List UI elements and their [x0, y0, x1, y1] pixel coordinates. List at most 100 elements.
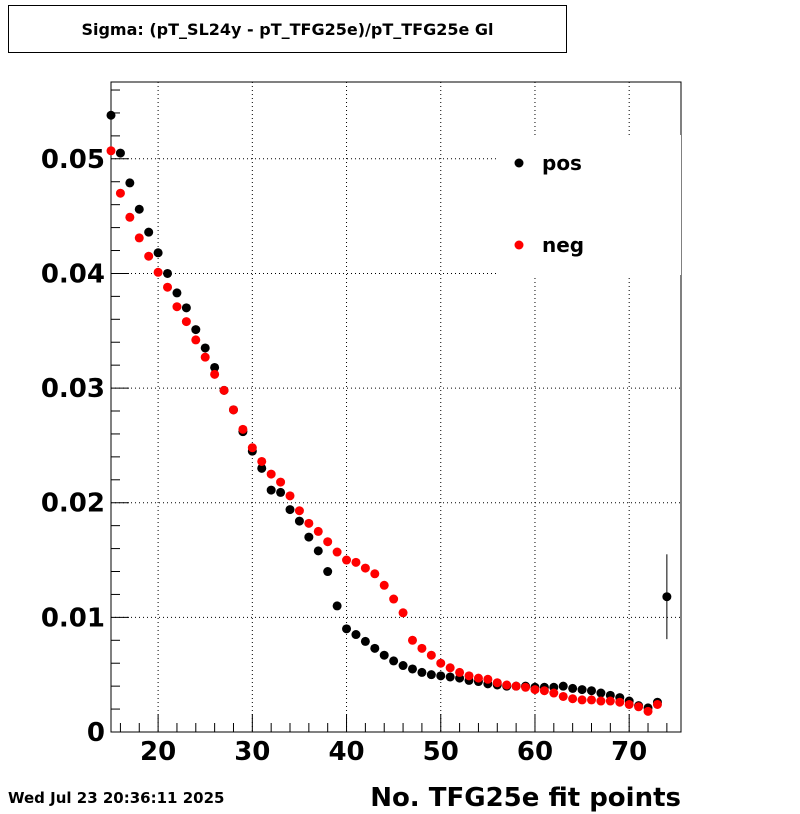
pos-point — [568, 683, 578, 693]
pos-point — [144, 227, 154, 237]
x-tick-label: 20 — [140, 737, 176, 767]
neg-point — [568, 694, 578, 704]
pos-point — [351, 630, 361, 640]
pos-point — [294, 516, 304, 526]
neg-point — [144, 251, 154, 261]
neg-point — [360, 563, 370, 573]
x-tick-label: 40 — [328, 737, 364, 767]
x-tick-label: 30 — [234, 737, 270, 767]
neg-point — [407, 635, 417, 645]
y-tick-label: 0.04 — [41, 259, 105, 289]
pos-point — [134, 204, 144, 214]
neg-point — [210, 369, 220, 379]
neg-point — [351, 557, 361, 567]
neg-point — [596, 696, 606, 706]
neg-point — [511, 681, 521, 691]
pos-point — [115, 148, 125, 158]
pos-point — [266, 485, 276, 495]
y-tick-label: 0.05 — [41, 145, 105, 175]
neg-point — [181, 317, 191, 327]
pos-point — [662, 592, 672, 602]
y-tick-label: 0.03 — [41, 374, 105, 404]
legend-marker — [514, 240, 524, 250]
pos-point — [172, 288, 182, 298]
neg-point — [615, 697, 625, 707]
pos-point — [125, 178, 135, 188]
pos-point — [153, 248, 163, 258]
neg-point — [247, 443, 257, 453]
neg-point — [219, 385, 229, 395]
neg-point — [370, 569, 380, 579]
neg-point — [323, 537, 333, 547]
neg-point — [539, 686, 549, 696]
pos-point — [407, 664, 417, 674]
neg-point — [228, 405, 238, 415]
legend-box — [497, 135, 681, 275]
neg-point — [379, 580, 389, 590]
chart-title: Sigma: (pT_SL24y - pT_TFG25e)/pT_TFG25e … — [8, 5, 567, 53]
pos-point — [304, 532, 314, 542]
pos-point — [106, 110, 116, 120]
pos-point — [577, 685, 587, 695]
neg-point — [238, 424, 248, 434]
pos-point — [191, 325, 201, 335]
neg-point — [172, 302, 182, 312]
pos-point — [379, 650, 389, 660]
pos-point — [370, 643, 380, 653]
neg-point — [276, 477, 286, 487]
neg-point — [342, 555, 352, 565]
pos-point — [596, 688, 606, 698]
neg-point — [200, 352, 210, 362]
neg-point — [521, 682, 531, 692]
neg-point — [492, 678, 502, 688]
neg-point — [445, 663, 455, 673]
pos-point — [398, 661, 408, 671]
pos-point — [276, 487, 286, 497]
y-tick-label: 0.01 — [41, 603, 105, 633]
neg-point — [605, 696, 615, 706]
legend-label: neg — [542, 233, 584, 257]
pos-point — [360, 636, 370, 646]
neg-point — [257, 456, 267, 466]
legend-marker — [514, 158, 524, 168]
neg-point — [417, 643, 427, 653]
neg-point — [586, 695, 596, 705]
neg-point — [483, 674, 493, 684]
neg-point — [398, 608, 408, 618]
neg-point — [558, 691, 568, 701]
neg-point — [285, 491, 295, 501]
neg-point — [304, 518, 314, 528]
neg-point — [455, 667, 465, 677]
neg-point — [115, 188, 125, 198]
pos-point — [257, 463, 267, 473]
x-tick-label: 50 — [423, 737, 459, 767]
neg-point — [473, 673, 483, 683]
legend-label: pos — [542, 151, 582, 175]
datestamp: Wed Jul 23 20:36:11 2025 — [8, 789, 225, 807]
x-tick-label: 60 — [517, 737, 553, 767]
neg-point — [125, 212, 135, 222]
pos-point — [445, 672, 455, 682]
neg-point — [106, 146, 116, 156]
neg-point — [163, 282, 173, 292]
x-tick-label: 70 — [611, 737, 647, 767]
neg-point — [332, 547, 342, 557]
neg-point — [643, 706, 653, 716]
pos-point — [210, 362, 220, 372]
pos-point — [181, 303, 191, 313]
neg-point — [266, 469, 276, 479]
neg-point — [153, 267, 163, 277]
pos-point — [323, 567, 333, 577]
neg-point — [426, 650, 436, 660]
pos-point — [436, 671, 446, 681]
pos-point — [163, 268, 173, 278]
neg-point — [634, 702, 644, 712]
neg-point — [652, 699, 662, 709]
pos-point — [558, 681, 568, 691]
plot-frame — [110, 81, 682, 733]
neg-point — [577, 695, 587, 705]
neg-point — [624, 699, 634, 709]
neg-point — [502, 680, 512, 690]
neg-point — [464, 671, 474, 681]
